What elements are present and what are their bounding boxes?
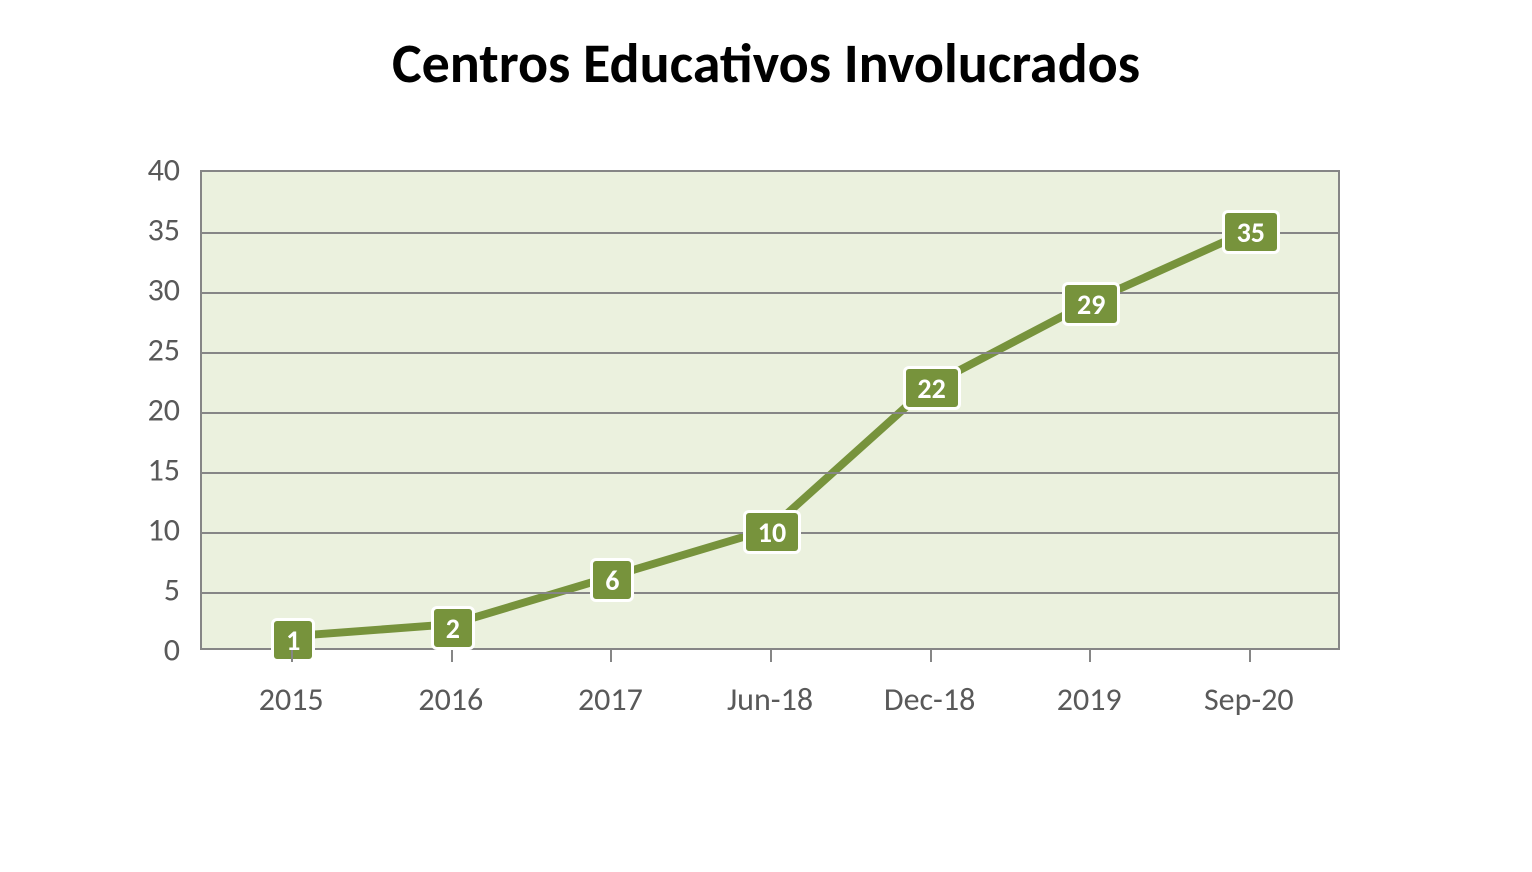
data-marker: 6: [590, 558, 634, 602]
y-tick-label: 15: [100, 451, 180, 490]
y-tick-label: 35: [100, 211, 180, 250]
x-tick-mark: [451, 650, 453, 662]
gridline: [202, 292, 1338, 294]
data-marker: 35: [1222, 210, 1280, 254]
y-tick-label: 5: [100, 571, 180, 610]
data-marker: 22: [903, 366, 961, 410]
line-series: [202, 172, 1338, 648]
y-tick-label: 20: [100, 391, 180, 430]
y-tick-label: 25: [100, 331, 180, 370]
x-tick-label: Sep-20: [1149, 680, 1349, 719]
data-marker: 10: [743, 510, 801, 554]
chart-title: Centros Educativos Involucrados: [0, 30, 1532, 98]
y-tick-label: 0: [100, 631, 180, 670]
x-tick-mark: [930, 650, 932, 662]
data-marker: 2: [431, 606, 475, 650]
y-tick-label: 30: [100, 271, 180, 310]
y-tick-label: 40: [100, 151, 180, 190]
y-tick-label: 10: [100, 511, 180, 550]
x-tick-mark: [770, 650, 772, 662]
x-tick-mark: [291, 650, 293, 662]
data-marker: 29: [1062, 282, 1120, 326]
x-tick-mark: [610, 650, 612, 662]
gridline: [202, 232, 1338, 234]
data-marker: 1: [271, 618, 315, 662]
x-tick-mark: [1249, 650, 1251, 662]
chart-container: Centros Educativos Involucrados 1 2 6 10 22 2…: [0, 0, 1532, 872]
x-tick-mark: [1089, 650, 1091, 662]
gridline: [202, 412, 1338, 414]
gridline: [202, 472, 1338, 474]
gridline: [202, 592, 1338, 594]
gridline: [202, 352, 1338, 354]
plot-area: 12610222935: [200, 170, 1340, 650]
